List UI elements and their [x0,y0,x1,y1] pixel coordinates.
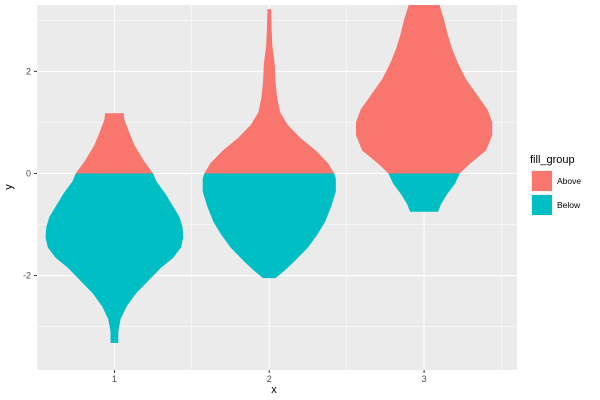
legend-label-below: Below [557,200,581,210]
legend-key-above [532,171,552,191]
violin-1-above [75,113,154,174]
violin-1-below [45,173,184,343]
legend-title: fill_group [530,154,575,166]
y-tick-label: -2 [23,271,31,281]
legend-items: Above Below [531,170,581,216]
y-axis-title: y [3,184,15,190]
violins [45,5,493,343]
legend: fill_group Above Below [530,154,581,216]
legend-key-below [532,195,552,215]
x-tick-label: 3 [422,374,427,384]
y-tick-label: 2 [26,66,31,76]
x-axis-title: x [271,384,277,396]
violin-3-below [388,173,460,212]
axes: -2 0 2 1 2 3 [23,66,427,384]
violin-2-below [202,173,336,279]
x-tick-label: 1 [112,374,117,384]
x-tick-label: 2 [267,374,272,384]
y-tick-label: 0 [26,168,31,178]
violin-3-above [355,5,493,174]
legend-label-above: Above [557,176,581,186]
violin-2-above [204,9,335,174]
